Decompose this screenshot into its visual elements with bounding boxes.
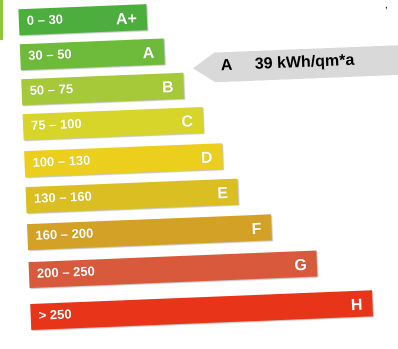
- class-range-label: 200 – 250: [36, 263, 96, 281]
- class-bar-d: 100 – 130 D: [24, 143, 223, 178]
- class-range-label: 100 – 130: [32, 152, 91, 170]
- indicator-value: 39 kWh/qm*a: [254, 51, 355, 73]
- corner-mark: ,: [385, 0, 388, 11]
- rating-indicator-arrow: A 39 kWh/qm*a: [192, 45, 398, 84]
- class-grade-label: C: [181, 113, 194, 131]
- class-range-label: 30 – 50: [27, 46, 72, 63]
- class-grade-label: H: [350, 296, 363, 315]
- class-bar-g: 200 – 250 G: [28, 250, 318, 289]
- class-range-label: 130 – 160: [33, 188, 93, 206]
- class-bar-e: 130 – 160 E: [25, 178, 239, 214]
- indicator-grade: A: [220, 56, 233, 75]
- class-grade-label: D: [200, 149, 213, 168]
- class-bar-a-plus: 0 – 30 A+: [18, 4, 148, 36]
- class-grade-label: A+: [115, 10, 138, 29]
- class-grade-label: G: [294, 256, 308, 275]
- class-bar-h: > 250 H: [30, 290, 373, 331]
- class-bar-a: 30 – 50 A: [19, 38, 165, 71]
- class-range-label: 50 – 75: [29, 81, 74, 98]
- class-bar-b: 50 – 75 B: [21, 72, 185, 106]
- class-grade-label: A: [142, 44, 155, 63]
- class-bar-f: 160 – 200 F: [27, 214, 272, 251]
- class-range-label: 75 – 100: [30, 115, 82, 133]
- edge-accent-divider: [0, 0, 3, 40]
- class-range-label: 160 – 200: [35, 225, 94, 243]
- class-range-label: 0 – 30: [26, 11, 64, 28]
- class-grade-label: B: [161, 79, 174, 97]
- class-range-label: > 250: [38, 306, 72, 323]
- class-grade-label: E: [216, 185, 229, 203]
- class-bar-c: 75 – 100 C: [22, 106, 204, 141]
- class-grade-label: F: [251, 220, 262, 239]
